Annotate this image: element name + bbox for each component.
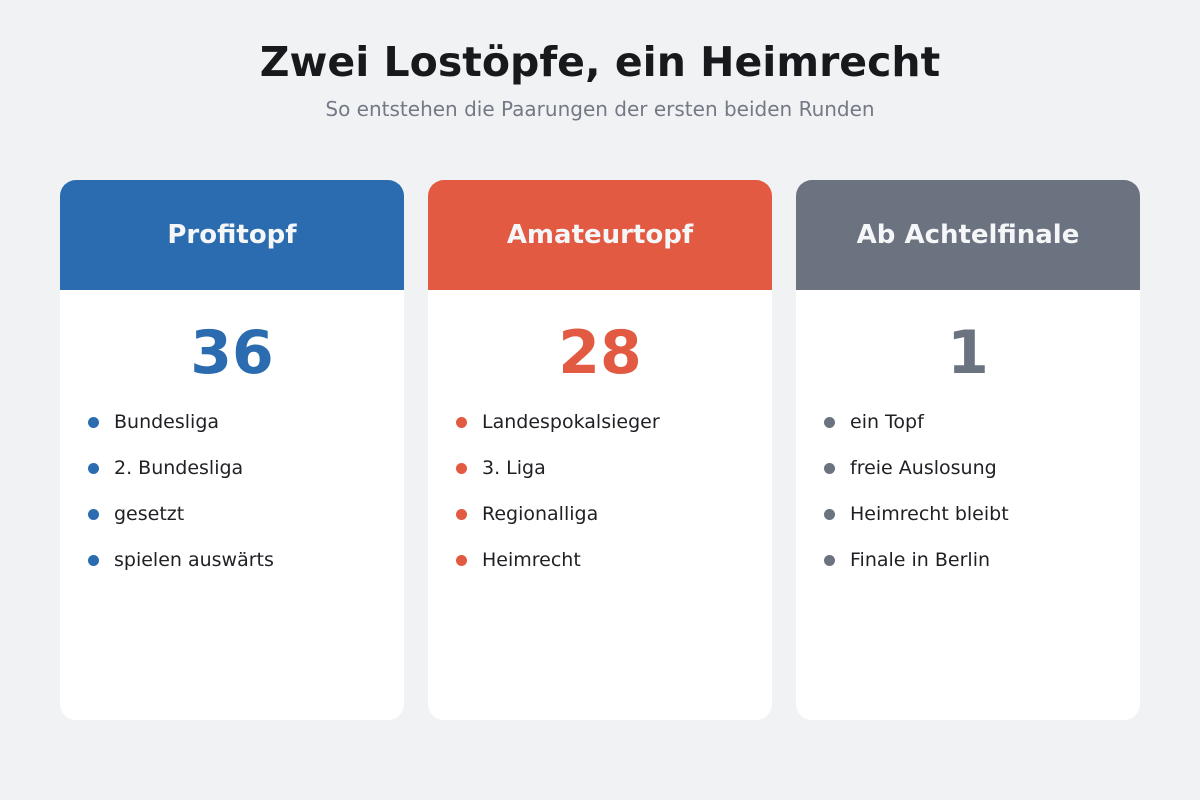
list-item-label: 2. Bundesliga	[114, 457, 244, 479]
list-item-label: ein Topf	[850, 411, 924, 433]
card-number: 1	[947, 318, 989, 388]
bullet-dot-icon	[88, 509, 99, 520]
card-number: 28	[558, 318, 642, 388]
page-title: Zwei Lostöpfe, ein Heimrecht	[259, 38, 941, 86]
list-item-label: spielen auswärts	[114, 549, 274, 571]
bullet-dot-icon	[456, 509, 467, 520]
list-item-label: gesetzt	[114, 503, 185, 525]
card-list: ein Topf freie Auslosung Heimrecht bleib…	[796, 408, 1140, 592]
list-item: freie Auslosung	[824, 454, 1140, 500]
bullet-dot-icon	[456, 417, 467, 428]
list-item-label: Finale in Berlin	[850, 549, 991, 571]
card-header: Amateurtopf	[428, 180, 772, 290]
list-item: Regionalliga	[456, 500, 772, 546]
list-item-label: freie Auslosung	[850, 457, 997, 479]
bullet-dot-icon	[456, 463, 467, 474]
list-item: Heimrecht	[456, 546, 772, 592]
bullet-dot-icon	[88, 555, 99, 566]
bullet-dot-icon	[88, 417, 99, 428]
card-amateurtopf: Amateurtopf 28 Landespokalsieger 3. Liga…	[428, 180, 772, 720]
list-item-label: Landespokalsieger	[482, 411, 660, 433]
list-item-label: 3. Liga	[482, 457, 546, 479]
bullet-dot-icon	[824, 509, 835, 520]
list-item: Bundesliga	[88, 408, 404, 454]
card-ab-achtelfinale: Ab Achtelfinale 1 ein Topf freie Auslosu…	[796, 180, 1140, 720]
card-header: Ab Achtelfinale	[796, 180, 1140, 290]
list-item: ein Topf	[824, 408, 1140, 454]
list-item-label: Bundesliga	[114, 411, 220, 433]
bullet-dot-icon	[824, 417, 835, 428]
bullet-dot-icon	[824, 555, 835, 566]
cards-container: Profitopf 36 Bundesliga 2. Bundesliga ge…	[60, 180, 1140, 720]
card-profitopf: Profitopf 36 Bundesliga 2. Bundesliga ge…	[60, 180, 404, 720]
list-item-label: Heimrecht	[482, 549, 581, 571]
bullet-dot-icon	[456, 555, 467, 566]
card-list: Bundesliga 2. Bundesliga gesetzt spielen…	[60, 408, 404, 592]
list-item: Finale in Berlin	[824, 546, 1140, 592]
list-item-label: Heimrecht bleibt	[850, 503, 1009, 525]
card-number: 36	[190, 318, 274, 388]
list-item: 2. Bundesliga	[88, 454, 404, 500]
page-subtitle: So entstehen die Paarungen der ersten be…	[325, 97, 875, 121]
list-item-label: Regionalliga	[482, 503, 599, 525]
list-item: spielen auswärts	[88, 546, 404, 592]
card-header: Profitopf	[60, 180, 404, 290]
list-item: Heimrecht bleibt	[824, 500, 1140, 546]
list-item: gesetzt	[88, 500, 404, 546]
list-item: 3. Liga	[456, 454, 772, 500]
bullet-dot-icon	[88, 463, 99, 474]
list-item: Landespokalsieger	[456, 408, 772, 454]
card-list: Landespokalsieger 3. Liga Regionalliga H…	[428, 408, 772, 592]
bullet-dot-icon	[824, 463, 835, 474]
